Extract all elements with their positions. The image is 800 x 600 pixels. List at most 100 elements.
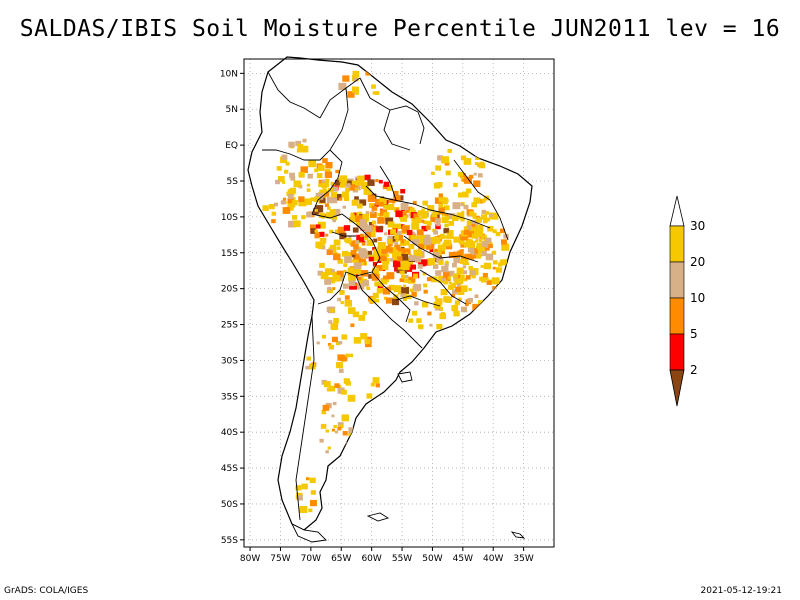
percentile-cell [432,264,439,269]
percentile-cell [280,156,288,164]
percentile-cell [331,214,338,221]
percentile-cell [262,205,269,211]
percentile-cell [326,211,334,219]
percentile-cell [333,253,341,261]
percentile-cell [364,174,371,181]
percentile-cell [348,280,355,287]
percentile-cell [351,86,359,93]
percentile-cell [393,251,402,259]
percentile-cell [400,275,406,279]
percentile-cell [338,82,347,91]
percentile-cell [334,179,342,186]
percentile-cell [481,251,487,257]
percentile-cell [371,210,375,214]
percentile-cell [463,176,472,184]
percentile-cell [467,238,472,243]
percentile-cell [281,181,286,184]
percentile-cell [367,229,376,237]
percentile-cell [444,161,450,166]
legend-swatch [669,261,685,299]
percentile-cell [300,145,309,153]
percentile-cell [322,158,328,164]
percentile-cell [406,229,413,236]
percentile-cell [328,276,336,284]
percentile-cell [327,343,332,346]
percentile-cell [288,194,294,200]
percentile-cell [337,387,345,394]
percentile-cell [451,294,455,298]
percentile-cell [427,258,436,266]
percentile-cell [481,241,489,247]
percentile-cell [445,260,449,264]
percentile-cell [345,353,350,358]
percentile-cell [500,259,507,265]
lon-tick-label: 40W [483,554,503,564]
percentile-cell [406,260,413,267]
percentile-cell [408,318,414,323]
percentile-cell [441,216,449,223]
percentile-cell [486,280,492,285]
percentile-cell [284,169,289,174]
percentile-cell [378,260,382,263]
percentile-cell [462,270,468,275]
percentile-cell [411,310,418,316]
percentile-cell [471,233,478,239]
percentile-cell [380,248,388,255]
percentile-cell [458,192,464,198]
percentile-cell [342,283,349,289]
timestamp: 2021-05-12-19:21 [700,586,783,596]
percentile-cell [355,180,362,186]
percentile-cell [334,193,342,201]
percentile-cell [463,242,470,248]
percentile-cell [299,505,308,513]
percentile-cell [418,243,425,250]
percentile-cell [309,224,317,231]
percentile-cell [392,298,400,306]
percentile-cell [463,226,468,230]
percentile-cell [453,182,458,188]
percentile-cell [390,235,398,242]
percentile-cell [318,183,323,188]
percentile-cell [437,155,443,161]
percentile-cell [344,295,350,300]
percentile-cell [478,239,483,243]
percentile-cell [383,296,388,300]
percentile-cell [398,211,407,219]
percentile-cell [319,189,326,196]
percentile-cell [420,219,425,223]
percentile-cell [408,276,413,281]
percentile-cell [423,238,432,246]
percentile-cell [404,240,410,246]
percentile-cell [447,276,451,280]
percentile-cell [340,301,344,305]
percentile-cell [478,199,484,204]
percentile-cell [472,303,480,311]
percentile-cell [382,288,390,295]
percentile-cell [477,173,483,178]
percentile-cell [368,256,374,262]
percentile-cell [356,234,364,242]
percentile-cell [365,211,370,215]
percentile-cell [426,220,432,226]
percentile-cell [453,236,461,243]
percentile-cell [365,189,372,195]
percentile-cell [327,446,331,450]
percentile-cell [433,252,440,259]
percentile-cell [474,294,479,299]
percentile-cell [338,276,344,282]
percentile-cell [438,260,444,265]
percentile-cell [454,300,460,305]
percentile-cell [495,231,501,237]
percentile-cell [434,295,438,299]
percentile-cell [476,243,484,250]
percentile-cell [292,197,296,201]
percentile-cell [287,197,294,204]
percentile-cell [314,229,318,233]
percentile-cell [320,272,329,280]
percentile-cell [491,277,500,285]
percentile-cell [332,208,341,217]
percentile-cell [465,302,469,307]
lat-tick-label: 30S [221,356,238,366]
percentile-cell [291,200,298,206]
percentile-cell [394,234,400,240]
